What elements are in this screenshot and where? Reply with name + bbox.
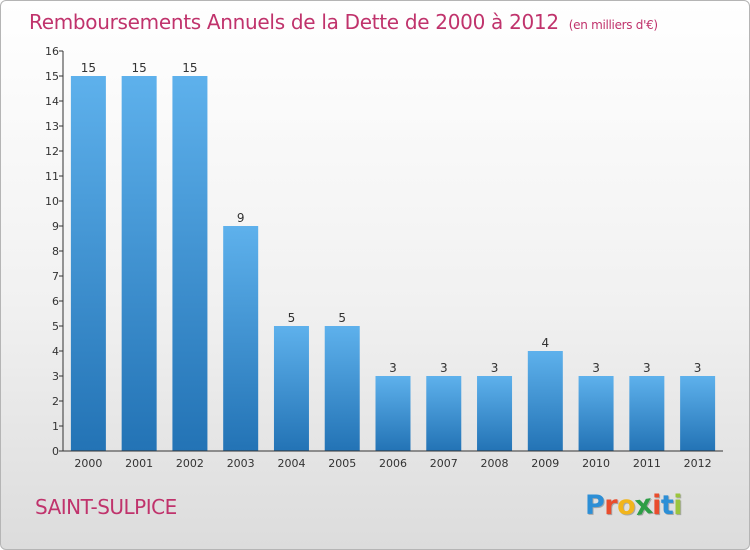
y-tick-label: 1 bbox=[52, 420, 59, 433]
bar bbox=[273, 326, 309, 451]
x-tick-label: 2012 bbox=[684, 457, 712, 470]
logo-letter: o bbox=[617, 490, 636, 521]
y-tick-label: 12 bbox=[45, 145, 59, 158]
x-tick-label: 2005 bbox=[328, 457, 356, 470]
x-tick-label: 2004 bbox=[277, 457, 305, 470]
y-tick-label: 11 bbox=[45, 170, 59, 183]
bar bbox=[477, 376, 513, 451]
x-tick-label: 2000 bbox=[74, 457, 102, 470]
x-tick-label: 2009 bbox=[531, 457, 559, 470]
bar bbox=[426, 376, 462, 451]
data-label: 5 bbox=[338, 311, 346, 325]
logo-letter: P bbox=[585, 490, 605, 521]
commune-name: SAINT-SULPICE bbox=[35, 495, 177, 519]
y-tick-label: 4 bbox=[52, 345, 59, 358]
x-tick-label: 2010 bbox=[582, 457, 610, 470]
x-tick-label: 2008 bbox=[481, 457, 509, 470]
x-tick-label: 2003 bbox=[227, 457, 255, 470]
chart-title: Remboursements Annuels de la Dette de 20… bbox=[29, 10, 658, 34]
data-label: 9 bbox=[237, 211, 245, 225]
y-tick-label: 2 bbox=[52, 395, 59, 408]
title-text: Remboursements Annuels de la Dette de 20… bbox=[29, 10, 559, 34]
y-tick-label: 13 bbox=[45, 120, 59, 133]
y-tick-label: 16 bbox=[45, 45, 59, 58]
x-tick-label: 2007 bbox=[430, 457, 458, 470]
bar bbox=[70, 76, 106, 451]
x-tick-label: 2006 bbox=[379, 457, 407, 470]
data-label: 15 bbox=[81, 61, 96, 75]
data-label: 15 bbox=[132, 61, 147, 75]
logo-letter: i bbox=[673, 490, 683, 521]
y-tick-label: 8 bbox=[52, 245, 59, 258]
bar bbox=[527, 351, 563, 451]
data-label: 5 bbox=[288, 311, 296, 325]
bar bbox=[578, 376, 614, 451]
bar bbox=[375, 376, 411, 451]
y-tick-label: 15 bbox=[45, 70, 59, 83]
logo-letter: t bbox=[660, 490, 674, 521]
y-tick-label: 6 bbox=[52, 295, 59, 308]
proxiti-logo: Proxiti bbox=[585, 488, 683, 523]
data-label: 15 bbox=[182, 61, 197, 75]
y-tick-label: 14 bbox=[45, 95, 59, 108]
y-tick-label: 10 bbox=[45, 195, 59, 208]
data-label: 4 bbox=[541, 336, 549, 350]
title-unit: (en milliers d'€) bbox=[568, 18, 658, 32]
x-tick-label: 2001 bbox=[125, 457, 153, 470]
logo-letter: i bbox=[652, 490, 661, 521]
bar bbox=[629, 376, 665, 451]
data-label: 3 bbox=[491, 361, 499, 375]
x-tick-label: 2011 bbox=[633, 457, 661, 470]
y-tick-label: 7 bbox=[52, 270, 59, 283]
bar bbox=[680, 376, 716, 451]
y-tick-label: 9 bbox=[52, 220, 59, 233]
data-label: 3 bbox=[440, 361, 448, 375]
bar bbox=[223, 226, 259, 451]
data-label: 3 bbox=[389, 361, 397, 375]
y-tick-label: 0 bbox=[52, 445, 59, 458]
logo-letter: x bbox=[633, 488, 655, 523]
y-tick-label: 5 bbox=[52, 320, 59, 333]
data-label: 3 bbox=[643, 361, 651, 375]
x-tick-label: 2002 bbox=[176, 457, 204, 470]
bar bbox=[324, 326, 360, 451]
y-tick-label: 3 bbox=[52, 370, 59, 383]
data-label: 3 bbox=[694, 361, 702, 375]
bar bbox=[172, 76, 208, 451]
logo-letter: r bbox=[604, 490, 618, 521]
bar bbox=[121, 76, 157, 451]
data-label: 3 bbox=[592, 361, 600, 375]
